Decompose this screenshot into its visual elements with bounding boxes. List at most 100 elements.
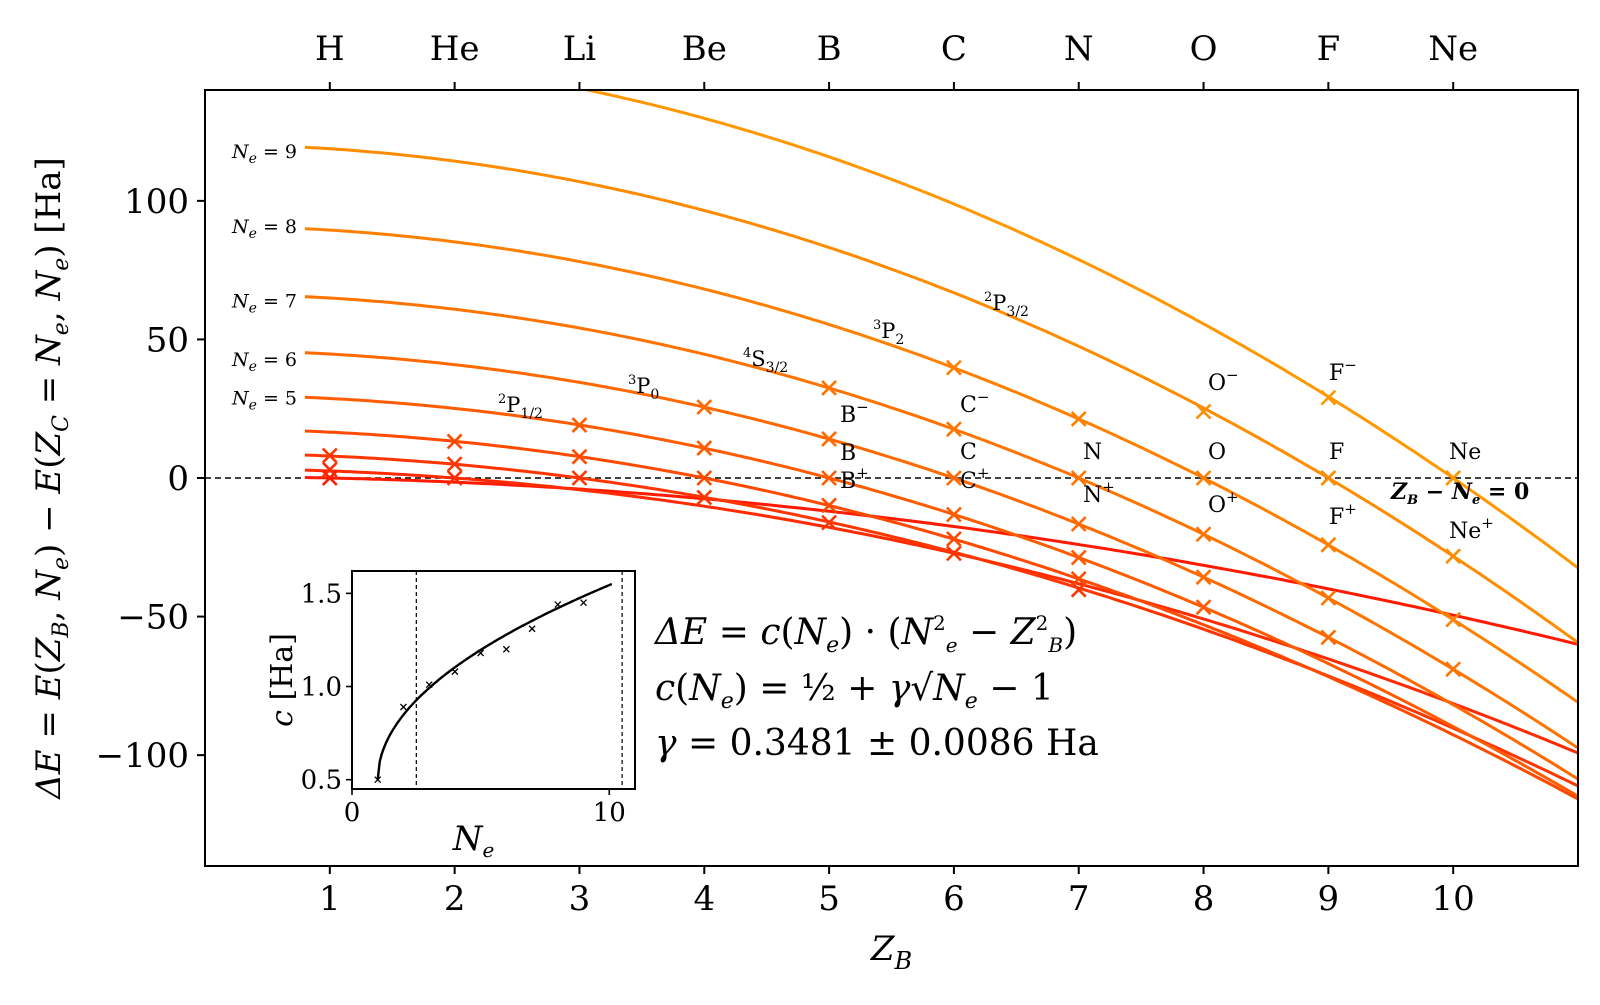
- y-axis-label: ΔE = E(ZB, Ne) − E(ZC = Ne, Ne) [Ha]: [29, 157, 74, 801]
- marker-stroke: [477, 649, 485, 657]
- x-tick-label: 1: [319, 879, 341, 919]
- data-point: [821, 514, 838, 531]
- term-label: 3P0: [628, 373, 659, 403]
- ion-label: C: [960, 440, 977, 465]
- marker-stroke: [446, 433, 463, 450]
- top-tick-label: H: [315, 29, 345, 69]
- top-tick-label: Ne: [1428, 29, 1478, 69]
- marker-stroke: [528, 625, 536, 633]
- ion-label: N: [1083, 440, 1102, 465]
- x-tick-label: 9: [1318, 879, 1340, 919]
- inset-point: [477, 649, 485, 657]
- inset-point: [425, 681, 433, 689]
- curve-label: Ne = 6: [231, 349, 297, 375]
- ion-label: Ne: [1449, 440, 1481, 465]
- marker-stroke: [1195, 599, 1212, 616]
- marker-stroke: [945, 421, 962, 438]
- inset-point: [374, 776, 382, 784]
- inset-y-tick-label: 0.5: [301, 766, 342, 796]
- inset-x-tick-label: 0: [344, 798, 361, 828]
- marker-stroke: [399, 703, 407, 711]
- data-point: [1195, 470, 1212, 486]
- marker-stroke: [945, 359, 962, 376]
- marker-stroke: [1195, 526, 1212, 543]
- marker-stroke: [945, 506, 962, 523]
- data-point: [945, 531, 962, 547]
- equation-3: γ = 0.3481 ± 0.0086 Ha: [655, 723, 1099, 764]
- data-point: [1070, 470, 1087, 486]
- data-point: [1070, 549, 1087, 566]
- x-axis-label: ZB: [870, 929, 912, 975]
- inset-y-tick-label: 1.5: [301, 579, 342, 609]
- marker-stroke: [1320, 389, 1337, 406]
- fit-curve-ne-1: [304, 476, 1578, 646]
- fit-curve-ne-10: [580, 90, 1578, 570]
- term-label: 2P3/2: [984, 290, 1029, 320]
- data-point: [571, 417, 588, 433]
- marker-stroke: [1195, 569, 1212, 586]
- ion-label: F+: [1329, 500, 1357, 530]
- marker-stroke: [571, 417, 588, 433]
- marker-stroke: [945, 470, 962, 486]
- inset-fit-curve: [376, 582, 613, 780]
- marker-stroke: [1445, 611, 1462, 628]
- fit-curve-ne-4: [304, 429, 1578, 801]
- marker-stroke: [1070, 411, 1087, 427]
- marker-stroke: [554, 601, 562, 608]
- term-label: 4S3/2: [743, 346, 788, 376]
- top-tick-label: O: [1190, 29, 1218, 69]
- x-tick-label: 6: [943, 879, 965, 919]
- marker-stroke: [1320, 536, 1337, 553]
- inset-plot: 0 10 0.5 1.0 1.5 Ne c [Ha]: [265, 570, 636, 862]
- zero-line-label: ZB − Ne = 0: [1390, 479, 1529, 508]
- marker-stroke: [1320, 470, 1337, 486]
- marker-stroke: [945, 545, 962, 562]
- fit-curve-ne-7: [304, 295, 1578, 750]
- inset-y-label: c [Ha]: [265, 633, 300, 727]
- fit-curve-ne-5: [304, 395, 1578, 798]
- marker-stroke: [321, 461, 338, 478]
- marker-stroke: [1195, 470, 1212, 486]
- top-tick-label: Li: [563, 29, 597, 69]
- x-tick-label: 8: [1193, 879, 1215, 919]
- curves-layer: [205, 90, 1578, 801]
- term-label: 2P1/2: [498, 392, 543, 422]
- marker-stroke: [1320, 590, 1337, 606]
- marker-stroke: [696, 440, 713, 456]
- fit-curve-ne-3: [304, 453, 1578, 788]
- inset-point: [399, 703, 407, 711]
- marker-stroke: [502, 645, 510, 653]
- fit-curve-ne-8: [304, 227, 1578, 704]
- ion-label: N+: [1083, 478, 1115, 508]
- curve-label: Ne = 5: [231, 388, 297, 414]
- data-point: [1195, 403, 1212, 420]
- ion-label: C−: [960, 388, 989, 418]
- ion-label: Ne+: [1449, 514, 1494, 544]
- marker-stroke: [696, 399, 713, 415]
- data-point: [945, 470, 962, 486]
- equation-1: ΔE = c(Ne) · (N2e − Z2B): [653, 611, 1077, 658]
- marker-stroke: [696, 470, 713, 486]
- top-tick-label: B: [817, 29, 842, 69]
- y-tick-label: 100: [124, 182, 189, 222]
- data-point: [945, 545, 962, 562]
- y-tick-label: −100: [96, 736, 189, 776]
- data-point: [1320, 536, 1337, 553]
- marker-stroke: [1070, 549, 1087, 566]
- marker-stroke: [1320, 629, 1337, 646]
- data-point: [1070, 516, 1087, 532]
- x-tick-label: 4: [693, 879, 715, 919]
- data-point: [1195, 599, 1212, 616]
- data-point: [1445, 611, 1462, 628]
- marker-stroke: [945, 531, 962, 547]
- x-tick-label: 7: [1068, 879, 1090, 919]
- top-tick-label: N: [1064, 29, 1094, 69]
- marker-stroke: [1070, 570, 1087, 587]
- ion-label: O+: [1208, 488, 1239, 518]
- data-point: [1195, 569, 1212, 586]
- marker-stroke: [1070, 470, 1087, 486]
- equation-2: c(Ne) = ½ + γ√Ne − 1: [655, 668, 1054, 714]
- ion-label: O: [1208, 440, 1226, 465]
- data-point: [571, 470, 588, 486]
